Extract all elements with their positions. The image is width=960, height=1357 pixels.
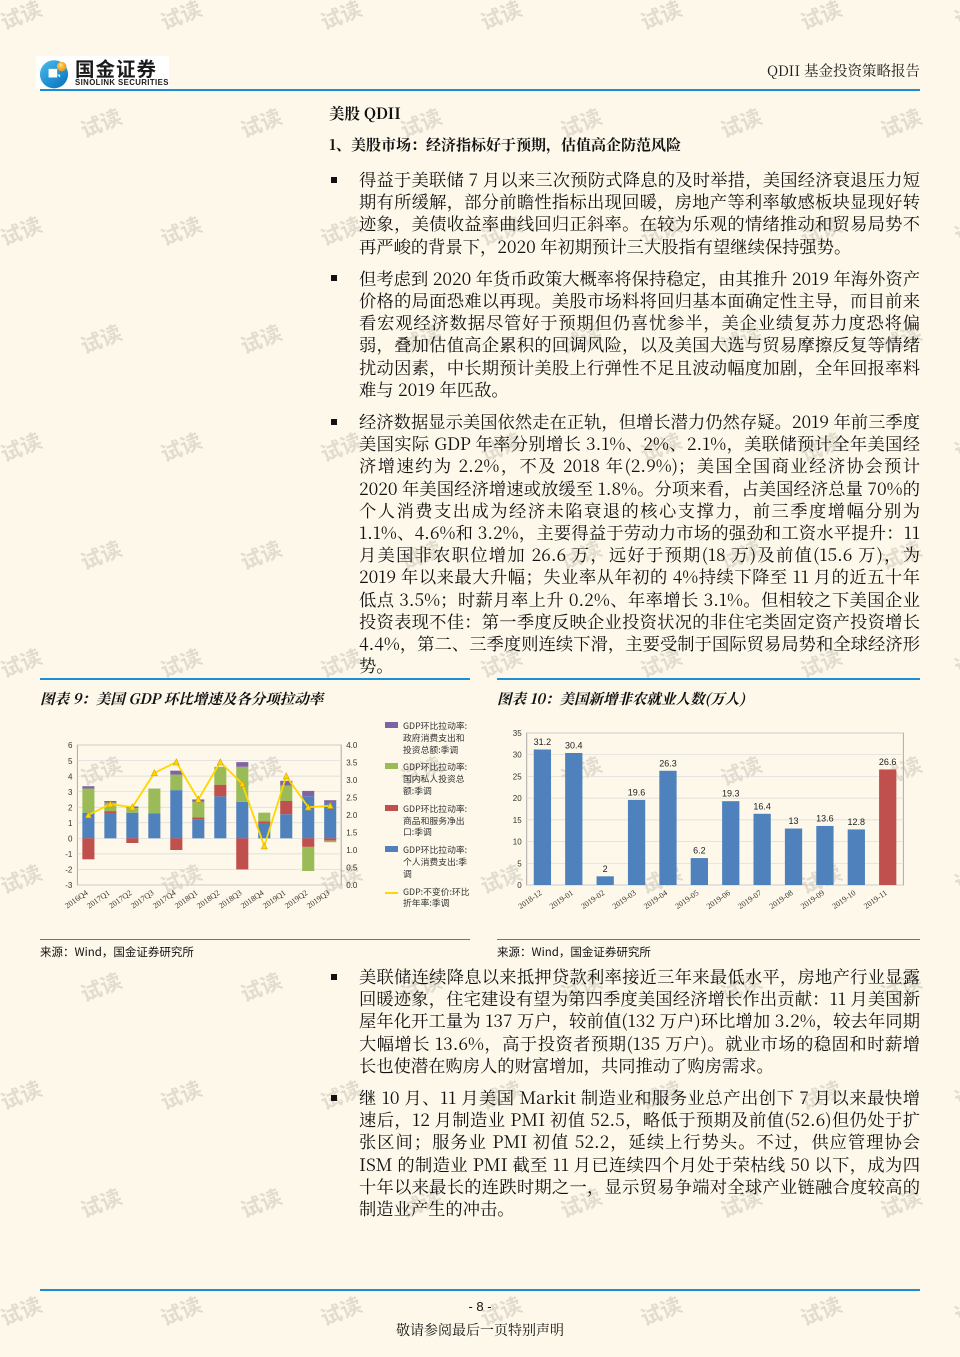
svg-text:12.8: 12.8: [848, 816, 866, 826]
svg-text:30.4: 30.4: [565, 740, 583, 750]
svg-text:5: 5: [517, 859, 522, 868]
svg-text:26.6: 26.6: [879, 756, 897, 766]
svg-text:0: 0: [517, 881, 522, 890]
svg-text:15: 15: [513, 815, 522, 824]
svg-text:2018Q1: 2018Q1: [173, 888, 199, 910]
svg-text:6.2: 6.2: [693, 845, 706, 855]
svg-text:2.5: 2.5: [346, 793, 358, 802]
svg-text:2: 2: [603, 863, 608, 873]
svg-text:2019-05: 2019-05: [673, 888, 700, 911]
svg-text:2: 2: [68, 803, 73, 812]
svg-text:2019-10: 2019-10: [830, 888, 857, 911]
svg-text:2.0: 2.0: [346, 811, 358, 820]
svg-text:3.0: 3.0: [346, 776, 358, 785]
svg-text:35: 35: [513, 729, 522, 738]
svg-text:20: 20: [513, 794, 522, 803]
svg-text:2019-01: 2019-01: [548, 888, 575, 911]
svg-text:2019-04: 2019-04: [642, 888, 669, 911]
svg-text:2019-09: 2019-09: [799, 888, 826, 911]
svg-text:2017Q2: 2017Q2: [107, 888, 133, 910]
svg-text:1.0: 1.0: [346, 846, 358, 855]
svg-text:2018Q4: 2018Q4: [239, 888, 265, 910]
svg-text:25: 25: [513, 772, 522, 781]
svg-text:2018-12: 2018-12: [517, 888, 544, 911]
svg-text:2019-08: 2019-08: [768, 888, 795, 911]
svg-text:26.3: 26.3: [659, 758, 677, 768]
svg-text:3.5: 3.5: [346, 758, 358, 767]
svg-text:4.0: 4.0: [346, 741, 358, 750]
svg-text:2019-03: 2019-03: [611, 888, 638, 911]
svg-text:1: 1: [68, 818, 73, 827]
svg-text:2019Q2: 2019Q2: [283, 888, 309, 910]
svg-text:5: 5: [68, 756, 73, 765]
svg-text:31.2: 31.2: [534, 737, 552, 747]
svg-text:0.0: 0.0: [346, 881, 358, 890]
svg-text:2017Q1: 2017Q1: [85, 888, 111, 910]
svg-text:0: 0: [68, 834, 73, 843]
svg-text:2018Q3: 2018Q3: [217, 888, 243, 910]
svg-text:-1: -1: [65, 850, 73, 859]
svg-text:13.6: 13.6: [816, 813, 834, 823]
svg-text:0.5: 0.5: [346, 863, 358, 872]
svg-text:2019Q3: 2019Q3: [305, 888, 331, 910]
svg-text:2019-06: 2019-06: [705, 888, 732, 911]
svg-text:30: 30: [513, 750, 522, 759]
svg-text:2019Q1: 2019Q1: [261, 888, 287, 910]
svg-text:13: 13: [789, 816, 799, 826]
svg-text:1.5: 1.5: [346, 828, 358, 837]
svg-text:2018Q2: 2018Q2: [195, 888, 221, 910]
svg-text:2019-07: 2019-07: [736, 888, 763, 911]
svg-text:2016Q4: 2016Q4: [63, 888, 89, 910]
svg-text:4: 4: [68, 772, 73, 781]
svg-text:-2: -2: [65, 865, 73, 874]
svg-text:-3: -3: [65, 881, 73, 890]
svg-text:3: 3: [68, 787, 73, 796]
svg-text:10: 10: [513, 837, 522, 846]
svg-text:19.3: 19.3: [722, 788, 740, 798]
svg-text:16.4: 16.4: [753, 801, 771, 811]
svg-text:6: 6: [68, 741, 73, 750]
svg-text:2019-02: 2019-02: [579, 888, 606, 911]
svg-text:19.6: 19.6: [628, 787, 646, 797]
svg-text:2017Q4: 2017Q4: [151, 888, 177, 910]
svg-text:2017Q3: 2017Q3: [129, 888, 155, 910]
svg-text:2019-11: 2019-11: [862, 888, 889, 911]
